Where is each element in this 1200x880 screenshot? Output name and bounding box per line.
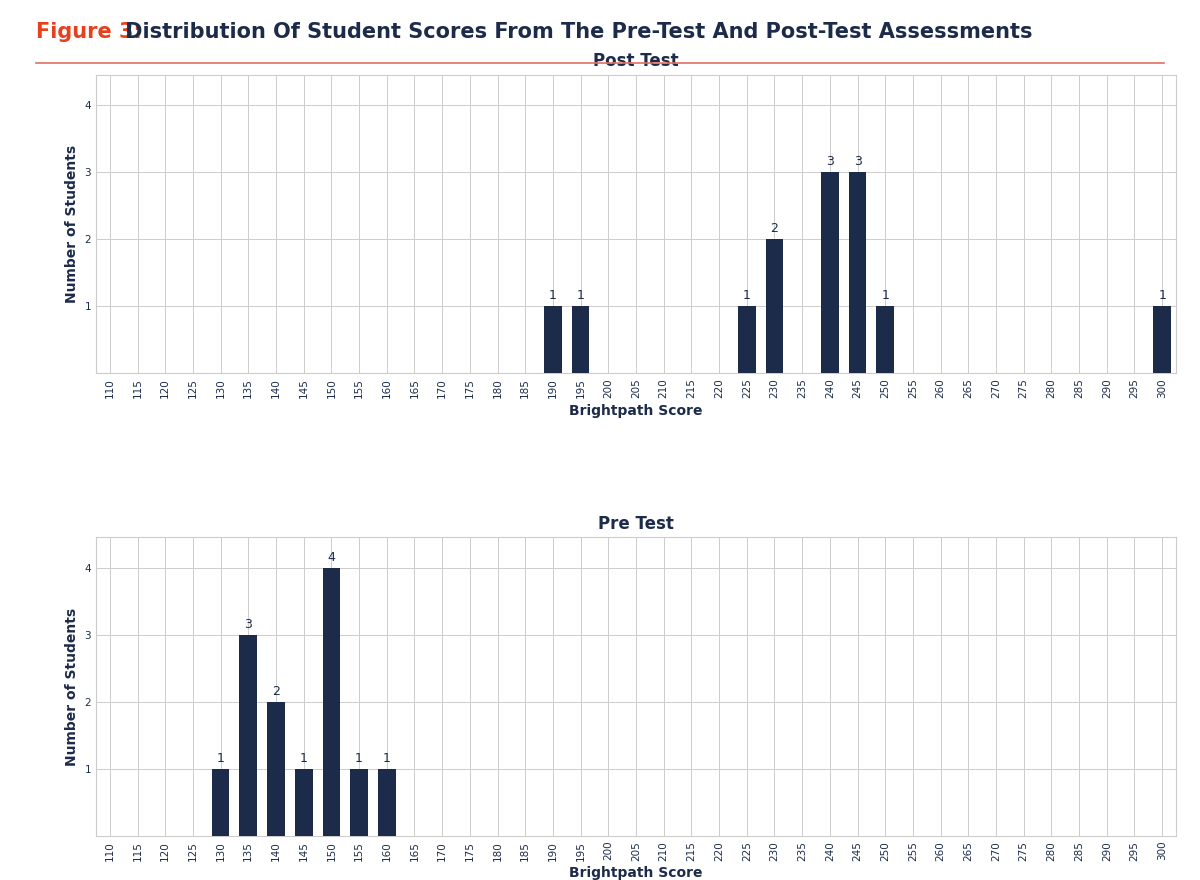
Bar — [240, 634, 257, 836]
Text: 2: 2 — [272, 685, 280, 698]
Bar — [378, 769, 396, 836]
Y-axis label: Number of Students: Number of Students — [65, 608, 79, 766]
Text: 3: 3 — [853, 155, 862, 168]
Bar — [821, 172, 839, 373]
Bar — [876, 306, 894, 373]
Bar — [1153, 306, 1171, 373]
Text: 1: 1 — [355, 752, 364, 765]
Text: 1: 1 — [743, 290, 751, 302]
Text: Figure 3:: Figure 3: — [36, 22, 142, 42]
Bar — [571, 306, 589, 373]
Text: 2: 2 — [770, 222, 779, 235]
Text: 1: 1 — [548, 290, 557, 302]
Text: 1: 1 — [300, 752, 307, 765]
Text: 1: 1 — [1158, 290, 1166, 302]
Title: Post Test: Post Test — [593, 53, 679, 70]
Text: 3: 3 — [826, 155, 834, 168]
Y-axis label: Number of Students: Number of Students — [65, 145, 79, 303]
X-axis label: Brightpath Score: Brightpath Score — [569, 404, 703, 418]
Bar — [766, 239, 784, 373]
Bar — [295, 769, 312, 836]
Text: 1: 1 — [577, 290, 584, 302]
Text: Distribution Of Student Scores From The Pre-Test And Post-Test Assessments: Distribution Of Student Scores From The … — [118, 22, 1032, 42]
Text: 3: 3 — [245, 618, 252, 631]
X-axis label: Brightpath Score: Brightpath Score — [569, 866, 703, 880]
Bar — [350, 769, 368, 836]
Text: 1: 1 — [383, 752, 391, 765]
Bar — [848, 172, 866, 373]
Text: 1: 1 — [217, 752, 224, 765]
Bar — [738, 306, 756, 373]
Text: 4: 4 — [328, 551, 335, 564]
Bar — [211, 769, 229, 836]
Bar — [323, 568, 341, 836]
Title: Pre Test: Pre Test — [598, 515, 674, 533]
Text: 1: 1 — [881, 290, 889, 302]
Bar — [544, 306, 562, 373]
Bar — [268, 702, 284, 836]
